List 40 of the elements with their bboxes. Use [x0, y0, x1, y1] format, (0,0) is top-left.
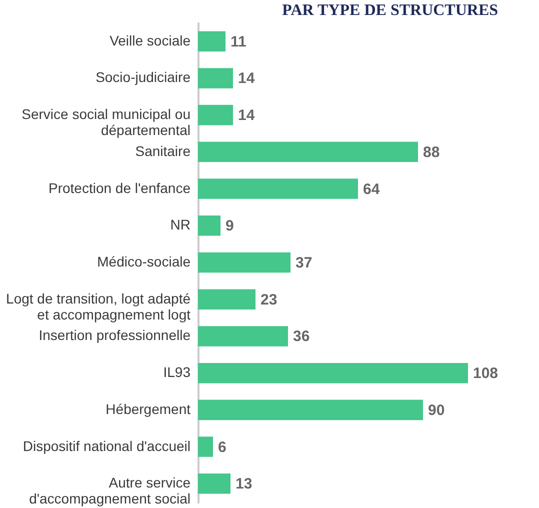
y-tick-label: Insertion professionnelle	[38, 327, 191, 344]
y-tick-label: Dispositif national d'accueil	[22, 438, 190, 454]
data-label: 11	[230, 33, 246, 50]
y-tick-label: Hébergement	[106, 400, 191, 417]
bar	[198, 326, 288, 346]
data-label: 6	[218, 438, 226, 456]
bar	[198, 252, 290, 273]
data-label: 108	[473, 365, 498, 382]
y-tick-label: Logt de transition, logt adapté et accompagnement logt	[6, 290, 191, 322]
chart-title: PAR TYPE DE STRUCTURES	[282, 2, 498, 19]
bar	[198, 216, 220, 236]
data-label: 9	[226, 218, 234, 235]
bar	[198, 104, 233, 126]
bar	[198, 31, 226, 52]
data-label: 14	[238, 107, 256, 124]
data-label: 37	[296, 254, 312, 272]
y-tick-label: Service social municipal ou départemental	[22, 106, 190, 138]
bar	[198, 400, 423, 420]
data-label: 88	[423, 144, 440, 161]
y-tick-label: Sanitaire	[135, 142, 191, 159]
bar	[198, 436, 213, 457]
y-tick-label: Protection de l'enfance	[48, 180, 191, 196]
y-tick-label: Veille sociale	[110, 32, 191, 48]
data-label: 14	[238, 70, 256, 88]
bar	[198, 68, 233, 88]
y-tick-label: Socio-judiciaire	[96, 69, 191, 86]
data-label: 13	[236, 476, 252, 493]
bar	[198, 289, 256, 310]
bar	[198, 362, 468, 384]
bar	[198, 474, 230, 494]
y-tick-label: Autre service d'accompagnement social	[29, 474, 191, 507]
bar	[198, 178, 358, 199]
data-label: 23	[260, 291, 278, 308]
y-tick-label: IL93	[163, 364, 191, 380]
y-tick-label: Médico-sociale	[97, 254, 191, 270]
bar	[198, 142, 418, 162]
data-label: 36	[293, 328, 310, 346]
data-label: 64	[363, 180, 380, 198]
data-label: 90	[428, 402, 445, 419]
y-tick-label: NR	[170, 216, 190, 233]
